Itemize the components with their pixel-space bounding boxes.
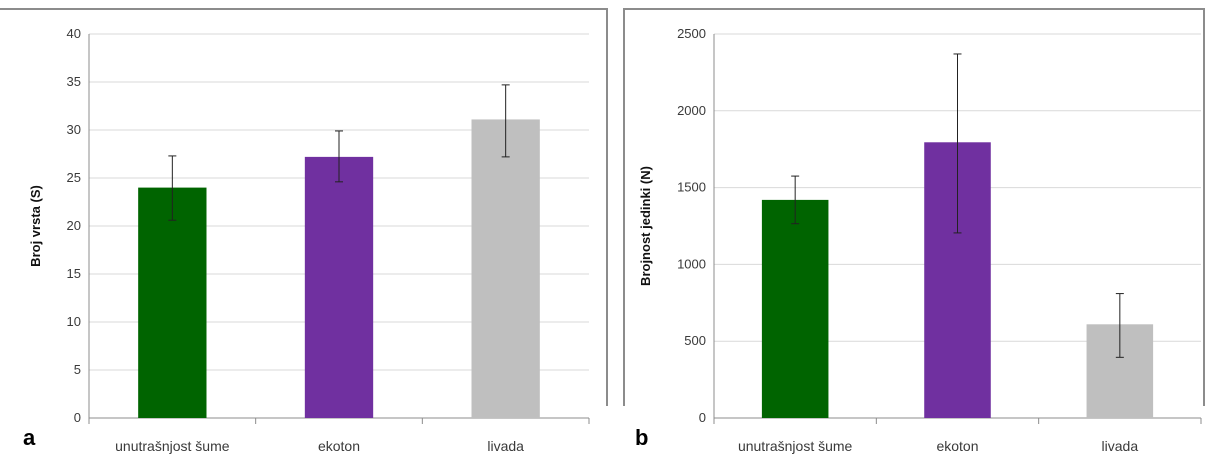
panel-border-right <box>1203 8 1205 406</box>
panel-border-right <box>606 8 608 406</box>
chart-panel-a: 0 5 10 15 20 25 30 35 40 unutrašnjost šume ekoton l… <box>0 8 608 454</box>
y-tick-label: 40 <box>67 26 81 41</box>
x-category-label: ekoton <box>936 438 978 454</box>
y-axis-label: Broj vrsta (S) <box>28 185 43 267</box>
y-tick-label: 0 <box>699 410 706 425</box>
panel-border-left <box>623 8 625 406</box>
y-tick-label: 2000 <box>677 103 706 118</box>
bar-0 <box>761 199 829 418</box>
bar-chart-individuals-count: 0 500 1000 1500 2000 2500 unutrašnjost šume eko… <box>638 26 1202 454</box>
x-category-label: ekoton <box>318 438 360 454</box>
y-tick-label: 10 <box>67 314 81 329</box>
y-tick-label: 35 <box>67 74 81 89</box>
bar-1 <box>304 156 374 418</box>
y-axis-label: Brojnost jedinki (N) <box>638 166 653 286</box>
x-category-label: livada <box>1102 438 1139 454</box>
y-tick-label: 0 <box>74 410 81 425</box>
y-tick-label: 30 <box>67 122 81 137</box>
y-tick-label: 20 <box>67 218 81 233</box>
y-tick-label: 15 <box>67 266 81 281</box>
y-tick-label: 500 <box>684 333 706 348</box>
y-tick-label: 5 <box>74 362 81 377</box>
y-tick-label: 2500 <box>677 26 706 41</box>
panel-border-top <box>0 8 608 10</box>
bar-chart-species-count: 0 5 10 15 20 25 30 35 40 unutrašnjost šume ekoton l… <box>28 26 590 454</box>
panel-border-top <box>623 8 1205 10</box>
y-tick-label: 1500 <box>677 180 706 195</box>
y-tick-label: 1000 <box>677 256 706 271</box>
x-category-label: livada <box>487 438 524 454</box>
bar-2 <box>471 119 540 418</box>
panel-label-a: a <box>23 425 36 450</box>
bar-0 <box>138 187 207 418</box>
panel-label-b: b <box>635 425 649 450</box>
chart-panel-b: 0 500 1000 1500 2000 2500 unutrašnjost šume eko… <box>623 0 1205 463</box>
x-category-label: unutrašnjost šume <box>738 438 853 454</box>
x-category-label: unutrašnjost šume <box>115 438 230 454</box>
y-tick-label: 25 <box>67 170 81 185</box>
